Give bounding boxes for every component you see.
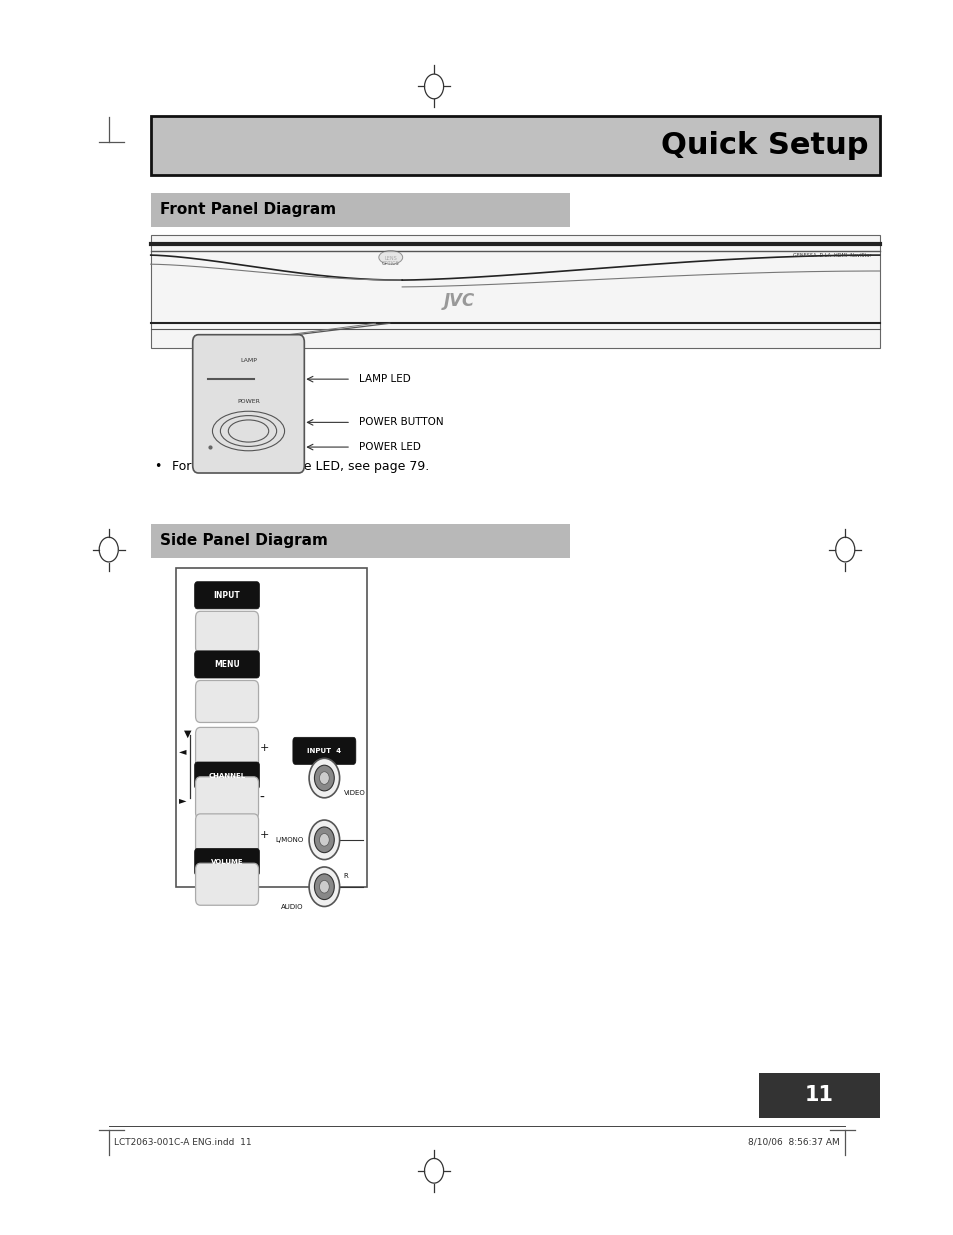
- FancyBboxPatch shape: [194, 582, 259, 609]
- Text: +: +: [259, 743, 269, 753]
- FancyBboxPatch shape: [194, 651, 259, 678]
- FancyBboxPatch shape: [194, 848, 259, 876]
- Text: Side Panel Diagram: Side Panel Diagram: [160, 534, 328, 548]
- Circle shape: [314, 827, 334, 852]
- Text: POWER: POWER: [237, 399, 259, 404]
- Text: -: -: [259, 790, 264, 805]
- Text: LCT2063-001C-A ENG.indd  11: LCT2063-001C-A ENG.indd 11: [114, 1137, 252, 1147]
- Text: OPTICS: OPTICS: [381, 261, 399, 266]
- Text: 11: 11: [804, 1086, 833, 1105]
- Circle shape: [309, 758, 339, 798]
- Text: L/MONO: L/MONO: [274, 837, 303, 842]
- Text: ►: ►: [179, 795, 187, 805]
- FancyBboxPatch shape: [195, 727, 258, 769]
- FancyBboxPatch shape: [151, 524, 570, 558]
- Text: INPUT  4: INPUT 4: [307, 748, 341, 753]
- Circle shape: [319, 881, 329, 893]
- Text: POWER LED: POWER LED: [358, 442, 420, 452]
- Text: Front Panel Diagram: Front Panel Diagram: [160, 203, 336, 217]
- Text: ◄: ◄: [179, 746, 187, 756]
- Text: VIDEO: VIDEO: [343, 790, 365, 797]
- Text: GENESSA  D·LA  HDMI  NaviStar: GENESSA D·LA HDMI NaviStar: [793, 253, 871, 258]
- Text: +: +: [259, 830, 269, 840]
- Text: LAMP: LAMP: [240, 358, 256, 363]
- FancyBboxPatch shape: [195, 814, 258, 856]
- Circle shape: [314, 766, 334, 790]
- FancyBboxPatch shape: [194, 762, 259, 789]
- Ellipse shape: [378, 251, 402, 264]
- Text: MENU: MENU: [214, 659, 239, 669]
- Text: •: •: [154, 461, 162, 473]
- FancyBboxPatch shape: [293, 737, 355, 764]
- Text: OPERATE: OPERATE: [195, 734, 227, 740]
- Text: POWER BUTTON: POWER BUTTON: [358, 417, 443, 427]
- Circle shape: [319, 834, 329, 846]
- Text: R: R: [343, 873, 348, 879]
- FancyBboxPatch shape: [151, 235, 879, 348]
- Text: LAMP LED: LAMP LED: [358, 374, 410, 384]
- Circle shape: [309, 820, 339, 860]
- FancyBboxPatch shape: [151, 193, 570, 227]
- Circle shape: [319, 772, 329, 784]
- Text: JVC: JVC: [443, 291, 475, 310]
- FancyBboxPatch shape: [759, 1073, 879, 1118]
- Text: ▼: ▼: [184, 729, 192, 739]
- Text: INPUT: INPUT: [213, 590, 240, 600]
- FancyBboxPatch shape: [195, 863, 258, 905]
- Text: LENS: LENS: [384, 256, 396, 261]
- Text: 8/10/06  8:56:37 AM: 8/10/06 8:56:37 AM: [747, 1137, 839, 1147]
- Text: Quick Setup: Quick Setup: [659, 131, 867, 161]
- Circle shape: [314, 874, 334, 899]
- FancyBboxPatch shape: [176, 568, 367, 887]
- FancyBboxPatch shape: [193, 335, 304, 473]
- Text: AUDIO: AUDIO: [280, 904, 303, 910]
- FancyBboxPatch shape: [195, 777, 258, 819]
- Text: For information on the LED, see page 79.: For information on the LED, see page 79.: [172, 461, 429, 473]
- FancyBboxPatch shape: [195, 680, 258, 722]
- FancyBboxPatch shape: [151, 116, 879, 175]
- Text: VOLUME: VOLUME: [211, 860, 243, 864]
- FancyBboxPatch shape: [195, 611, 258, 653]
- Circle shape: [309, 867, 339, 906]
- Text: CHANNEL: CHANNEL: [209, 773, 245, 778]
